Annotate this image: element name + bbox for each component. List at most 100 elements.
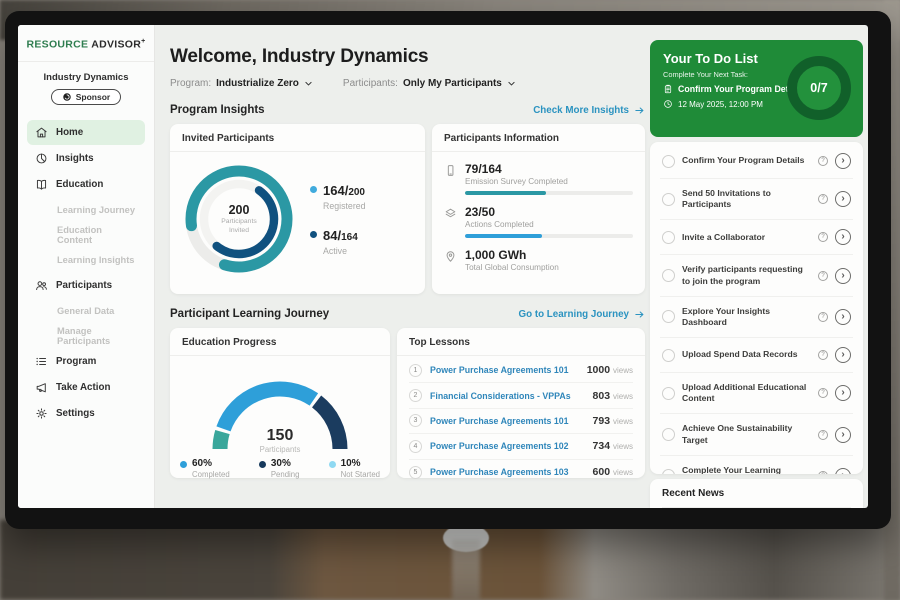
legend-item-active: 84/164 Active	[310, 227, 366, 256]
sponsor-badge[interactable]: Sponsor	[50, 88, 122, 105]
sidebar-item-learning-journey[interactable]: Learning Journey	[27, 198, 145, 222]
monitor-bezel: RESOURCE ADVISOR+ Industry Dynamics Spon…	[5, 11, 891, 529]
legend-label: Not Started	[340, 470, 380, 479]
consumption-icon	[444, 250, 457, 263]
task-label: Verify participants requesting to join t…	[682, 264, 803, 286]
lesson-link[interactable]: Power Purchase Agreements 103	[430, 467, 569, 478]
sidebar-item-manage-participants[interactable]: Manage Participants	[27, 324, 145, 348]
task-row: Complete Your Learning Journey? ›	[660, 456, 853, 474]
program-value: Industrialize Zero	[216, 78, 299, 89]
recent-news-card: Recent News	[650, 479, 863, 508]
card-title: Invited Participants	[170, 124, 425, 152]
task-row: Achieve One Sustainability Target? ›	[660, 414, 853, 456]
help-icon[interactable]: ?	[818, 232, 828, 243]
task-checkbox[interactable]	[662, 386, 675, 400]
sidebar-item-general-data[interactable]: General Data	[27, 299, 145, 323]
task-chevron-button[interactable]: ›	[835, 308, 851, 325]
sidebar-item-education-content[interactable]: Education Content	[27, 223, 145, 247]
lesson-rank: 4	[409, 439, 422, 453]
sidebar-item-label: Take Action	[56, 381, 111, 393]
lesson-views: 734 views	[592, 440, 633, 453]
task-checkbox[interactable]	[662, 269, 675, 283]
task-row: Verify participants requesting to join t…	[660, 255, 853, 297]
chevron-down-icon	[304, 79, 313, 88]
gauge-center-label: Participants	[259, 445, 301, 454]
arrow-right-icon	[635, 106, 644, 114]
task-chevron-button[interactable]: ›	[835, 153, 851, 169]
task-checkbox[interactable]	[662, 348, 675, 362]
lesson-link[interactable]: Power Purchase Agreements 101	[430, 415, 569, 426]
lesson-row: 3 Power Purchase Agreements 101 793 views	[409, 409, 633, 435]
section-title: Participant Learning Journey	[170, 308, 330, 320]
organization-name: Industry Dynamics	[43, 71, 129, 83]
sidebar-item-label: Learning Insights	[57, 254, 135, 265]
legend-label: Active	[323, 246, 347, 256]
todo-column: Your To Do List Complete Your Next Task:…	[650, 40, 863, 508]
lesson-views: 600 views	[592, 466, 633, 479]
sidebar-item-learning-insights[interactable]: Learning Insights	[27, 248, 145, 272]
donut-center-value: 200	[228, 202, 250, 217]
sidebar-item-label: Participants	[56, 279, 113, 291]
check-more-insights-link[interactable]: Check More Insights	[533, 105, 645, 116]
program-dropdown[interactable]: Program: Industrialize Zero	[170, 78, 313, 89]
task-checkbox[interactable]	[662, 428, 675, 442]
sidebar-item-program[interactable]: Program	[27, 349, 145, 374]
legend-item-registered: 164/200 Registered	[310, 182, 366, 211]
sidebar-item-participants[interactable]: Participants	[27, 273, 145, 298]
task-chevron-button[interactable]: ›	[835, 385, 851, 402]
sidebar-item-home[interactable]: Home	[27, 119, 145, 145]
card-title: Participants Information	[432, 124, 645, 152]
app-logo: RESOURCE ADVISOR+	[26, 38, 146, 51]
sidebar-item-education[interactable]: Education	[27, 172, 145, 197]
todo-next-task: Confirm Your Program Details	[678, 84, 804, 94]
stat-value: 1,000 GWh	[465, 248, 527, 262]
gauge-center-value: 150	[266, 427, 294, 444]
card-title: Education Progress	[170, 328, 390, 356]
legend-label: Completed	[192, 470, 230, 479]
help-icon[interactable]: ?	[818, 388, 828, 399]
todo-progress-ring: 0/7	[787, 56, 851, 120]
learning-cards: Education Progress 150 Participants 60% C…	[170, 328, 645, 479]
legend-value: 164/200	[323, 183, 365, 198]
go-to-learning-journey-link[interactable]: Go to Learning Journey	[519, 309, 646, 320]
participants-dropdown[interactable]: Participants: Only My Participants	[343, 78, 516, 89]
task-chevron-button[interactable]: ›	[835, 467, 851, 474]
lesson-link[interactable]: Financial Considerations - VPPAs	[430, 390, 571, 401]
task-checkbox[interactable]	[662, 230, 675, 244]
lesson-link[interactable]: Power Purchase Agreements 102	[430, 441, 569, 452]
task-checkbox[interactable]	[662, 192, 675, 206]
task-chevron-button[interactable]: ›	[835, 347, 851, 364]
help-icon[interactable]: ?	[818, 311, 828, 322]
divider	[18, 60, 154, 62]
task-chevron-button[interactable]: ›	[835, 191, 851, 208]
sidebar-item-settings[interactable]: Settings	[27, 401, 145, 426]
task-label: Upload Spend Data Records	[682, 349, 798, 360]
help-icon[interactable]: ?	[818, 194, 828, 205]
legend-dot	[310, 231, 317, 238]
help-icon[interactable]: ?	[818, 470, 828, 474]
task-chevron-button[interactable]: ›	[835, 426, 851, 443]
task-checkbox[interactable]	[662, 154, 675, 168]
task-row: Send 50 Invitations to Participants? ›	[660, 179, 853, 221]
help-icon[interactable]: ?	[818, 270, 828, 281]
legend-dot	[328, 461, 336, 468]
task-checkbox[interactable]	[662, 469, 675, 474]
task-label: Explore Your Insights Dashboard	[682, 305, 771, 327]
lesson-link[interactable]: Power Purchase Agreements 101	[430, 365, 569, 376]
todo-summary-card: Your To Do List Complete Your Next Task:…	[650, 40, 863, 137]
help-icon[interactable]: ?	[818, 350, 828, 361]
sidebar-item-label: General Data	[57, 305, 115, 316]
section-title: Program Insights	[170, 104, 265, 116]
donut-center-label: Participants Invited	[221, 217, 257, 234]
task-chevron-button[interactable]: ›	[835, 229, 851, 246]
help-icon[interactable]: ?	[818, 429, 828, 440]
education-progress-card: Education Progress 150 Participants 60% C…	[170, 328, 390, 479]
sidebar-item-insights[interactable]: Insights	[27, 146, 145, 171]
chevron-down-icon	[507, 79, 516, 88]
sidebar-item-label: Home	[56, 126, 84, 138]
sidebar-item-take-action[interactable]: Take Action	[27, 375, 145, 400]
task-chevron-button[interactable]: ›	[835, 267, 851, 284]
help-icon[interactable]: ?	[818, 156, 828, 166]
dashboard-screen: RESOURCE ADVISOR+ Industry Dynamics Spon…	[18, 25, 868, 508]
task-checkbox[interactable]	[662, 310, 675, 324]
